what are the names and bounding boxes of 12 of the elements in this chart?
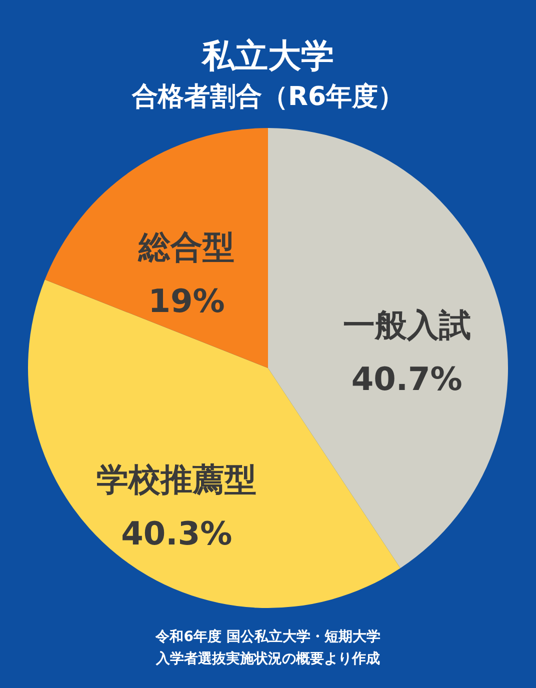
slice-label: 一般入試 (342, 306, 471, 344)
data-label: 40.7% (351, 360, 462, 398)
pie-slice (44, 128, 268, 368)
data-label: 40.3% (121, 514, 232, 553)
slice-label: 学校推薦型 (96, 460, 257, 499)
text: 入学者選抜実施状況の概要より作成 (154, 650, 381, 669)
chart-title: 私立大学 (201, 36, 334, 75)
data-label: 19% (148, 282, 225, 320)
pie-slice (268, 128, 508, 568)
slice-label: 総合型 (138, 228, 234, 266)
chart-subtitle: 合格者割合（R6年度） (130, 82, 404, 112)
text: 令和6年度 国公私立大学・短期大学 (154, 628, 382, 647)
